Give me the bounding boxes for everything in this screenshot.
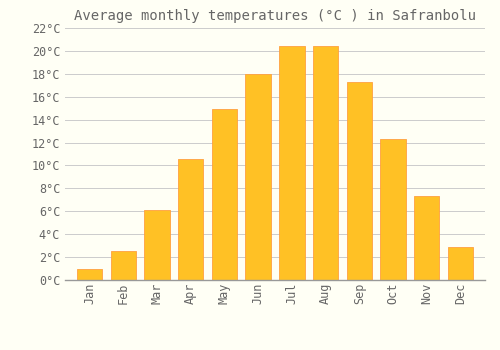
Bar — [279, 46, 304, 280]
Bar — [178, 159, 204, 280]
Bar — [77, 268, 102, 280]
Bar — [313, 46, 338, 280]
Bar — [246, 74, 271, 280]
Bar — [414, 196, 440, 280]
Bar — [346, 82, 372, 280]
Bar — [380, 139, 406, 280]
Bar — [448, 247, 473, 280]
Bar — [144, 210, 170, 280]
Bar — [212, 109, 237, 280]
Title: Average monthly temperatures (°C ) in Safranbolu: Average monthly temperatures (°C ) in Sa… — [74, 9, 476, 23]
Bar — [110, 251, 136, 280]
